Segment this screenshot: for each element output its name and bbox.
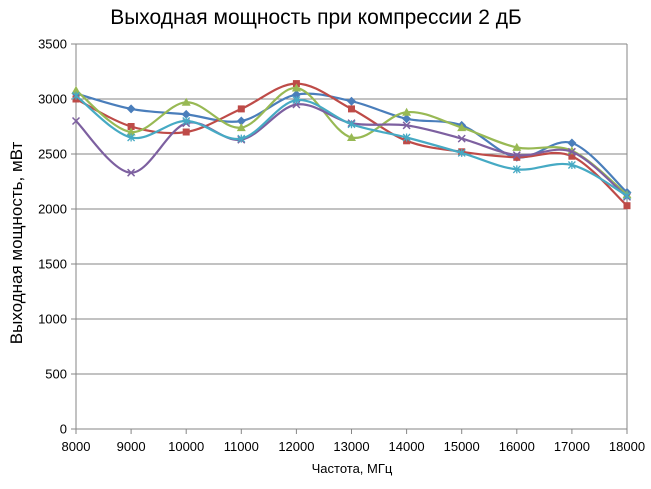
data-point — [182, 117, 191, 125]
data-point — [347, 133, 356, 141]
series-5 — [72, 91, 631, 200]
data-point — [568, 152, 576, 160]
data-point — [512, 142, 522, 151]
series-line — [75, 94, 628, 197]
x-tick-label: 15000 — [444, 439, 480, 454]
data-point — [71, 85, 81, 94]
data-point — [402, 133, 411, 142]
data-point — [623, 191, 631, 200]
x-tick-label: 14000 — [389, 439, 425, 454]
data-point — [127, 168, 136, 177]
data-point — [292, 96, 301, 105]
x-tick-label: 17000 — [554, 439, 590, 454]
data-point — [126, 104, 136, 114]
x-tick-label: 9000 — [117, 439, 146, 454]
data-point — [402, 114, 412, 124]
data-point — [348, 105, 355, 113]
y-tick-label: 1000 — [38, 312, 67, 327]
data-point — [623, 202, 631, 210]
data-point — [512, 151, 521, 160]
x-axis-label: Частота, МГц — [312, 461, 393, 476]
data-point — [181, 97, 191, 106]
x-tick-label: 11000 — [224, 439, 259, 454]
data-point — [402, 107, 412, 116]
data-point — [347, 96, 356, 106]
data-point — [457, 134, 466, 143]
data-point — [181, 109, 191, 119]
x-tick-label: 10000 — [168, 439, 204, 454]
data-point — [567, 161, 576, 169]
y-tick-label: 1500 — [38, 257, 67, 272]
x-tick-label: 8000 — [62, 439, 91, 454]
x-tick-label: 12000 — [278, 439, 314, 454]
data-point — [567, 147, 576, 156]
chart-title: Выходная мощность при компрессии 2 дБ — [110, 6, 522, 29]
x-tick-label: 18000 — [609, 439, 645, 454]
data-point — [182, 128, 190, 136]
data-point — [513, 153, 521, 161]
data-point — [236, 123, 246, 132]
tick-labels: 0 500 1000 1500 2000 2500 3000 3500 8000 9000 1000… — [38, 37, 645, 455]
y-axis-label: Выходная мощность, мВт — [7, 142, 26, 345]
data-point — [236, 116, 246, 126]
y-tick-label: 0 — [60, 422, 67, 437]
data-point — [291, 90, 301, 100]
data-point — [126, 127, 136, 136]
data-point — [347, 120, 356, 129]
data-point — [72, 91, 80, 100]
data-point — [291, 83, 301, 92]
data-point — [457, 148, 466, 157]
data-point — [127, 133, 136, 142]
data-point — [237, 134, 246, 143]
y-tick-label: 500 — [45, 367, 67, 382]
data-point — [237, 105, 245, 113]
y-tick-label: 2500 — [38, 147, 67, 162]
data-point — [567, 138, 577, 148]
data-point — [71, 116, 81, 126]
x-tick-label: 13000 — [333, 439, 369, 454]
axes-layer — [71, 43, 628, 434]
data-point — [402, 121, 411, 130]
series-1 — [71, 89, 632, 197]
x-tick-label: 16000 — [499, 439, 535, 454]
data-point — [457, 123, 467, 132]
series-layer — [71, 80, 632, 210]
series-4 — [71, 100, 632, 201]
y-tick-label: 2000 — [38, 202, 67, 217]
data-point — [127, 123, 135, 130]
series-line — [75, 86, 628, 196]
y-tick-label: 3000 — [38, 92, 67, 107]
data-point — [512, 165, 521, 174]
y-tick-label: 3500 — [38, 37, 67, 52]
